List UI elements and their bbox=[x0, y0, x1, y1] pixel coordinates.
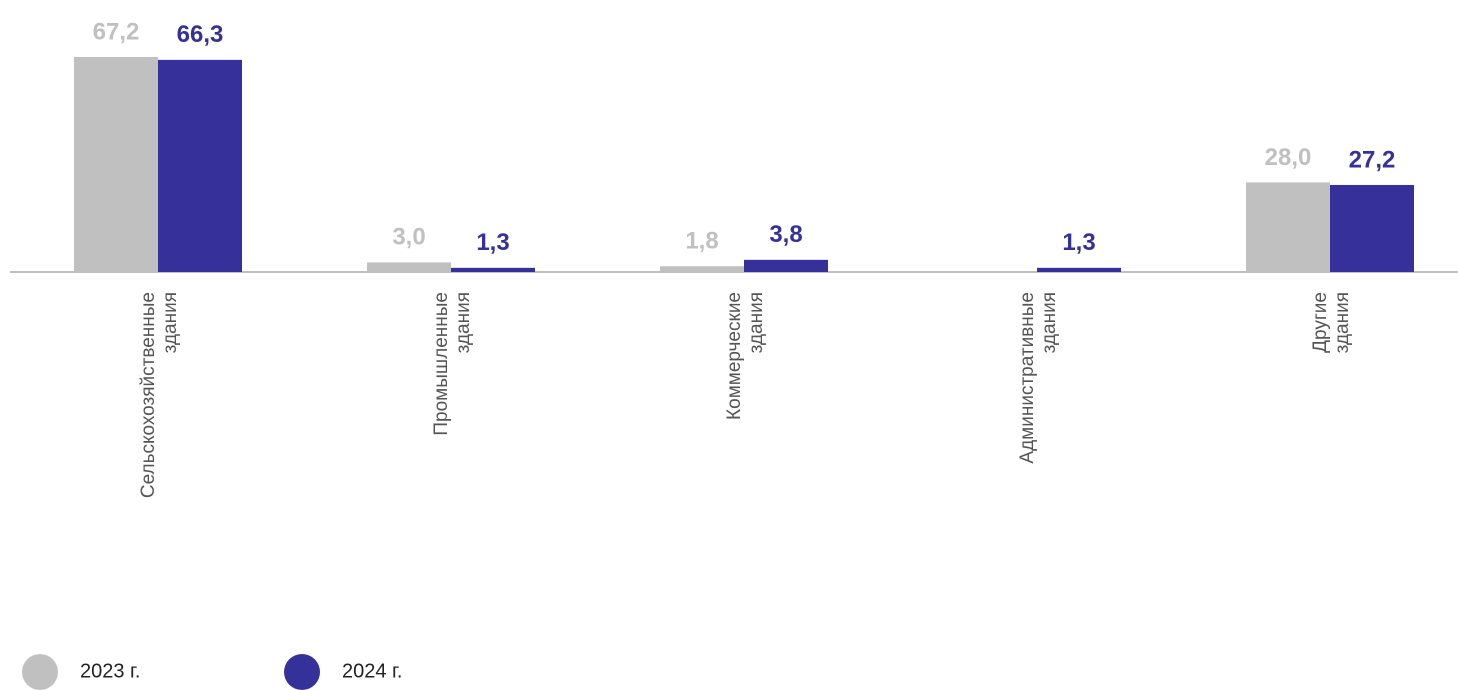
legend-label: 2024 г. bbox=[342, 660, 402, 682]
bar bbox=[660, 266, 744, 272]
x-tick-label: здания bbox=[1039, 292, 1060, 353]
legend-marker bbox=[284, 654, 320, 690]
x-tick-label: Сельскохозяйственные bbox=[138, 292, 159, 498]
value-label: 3,8 bbox=[769, 221, 802, 248]
x-tick-label: Промышленные bbox=[431, 292, 452, 436]
legend-marker bbox=[22, 654, 58, 690]
bar bbox=[74, 57, 158, 272]
bar bbox=[451, 267, 535, 272]
x-tick-label: здания bbox=[1332, 292, 1353, 353]
bar bbox=[1037, 267, 1121, 272]
bar bbox=[367, 262, 451, 272]
value-label: 66,3 bbox=[177, 21, 224, 48]
x-tick-label: здания bbox=[453, 292, 474, 353]
value-label: 1,8 bbox=[685, 228, 718, 255]
x-tick-label: Административные bbox=[1017, 292, 1038, 464]
value-label: 27,2 bbox=[1349, 146, 1396, 173]
x-tick-label: здания bbox=[746, 292, 767, 353]
legend-label: 2023 г. bbox=[80, 660, 140, 682]
value-label: 1,3 bbox=[1062, 229, 1095, 256]
bar bbox=[1246, 182, 1330, 272]
bar bbox=[158, 59, 242, 273]
bar bbox=[744, 259, 828, 272]
bar bbox=[1330, 184, 1414, 272]
value-label: 3,0 bbox=[392, 224, 425, 251]
x-tick-label: Коммерческие bbox=[724, 292, 745, 420]
value-label: 1,3 bbox=[476, 229, 509, 256]
x-tick-label: здания bbox=[160, 292, 181, 353]
value-label: 28,0 bbox=[1265, 144, 1312, 171]
value-label: 67,2 bbox=[93, 18, 140, 45]
x-tick-label: Другие bbox=[1310, 292, 1331, 353]
